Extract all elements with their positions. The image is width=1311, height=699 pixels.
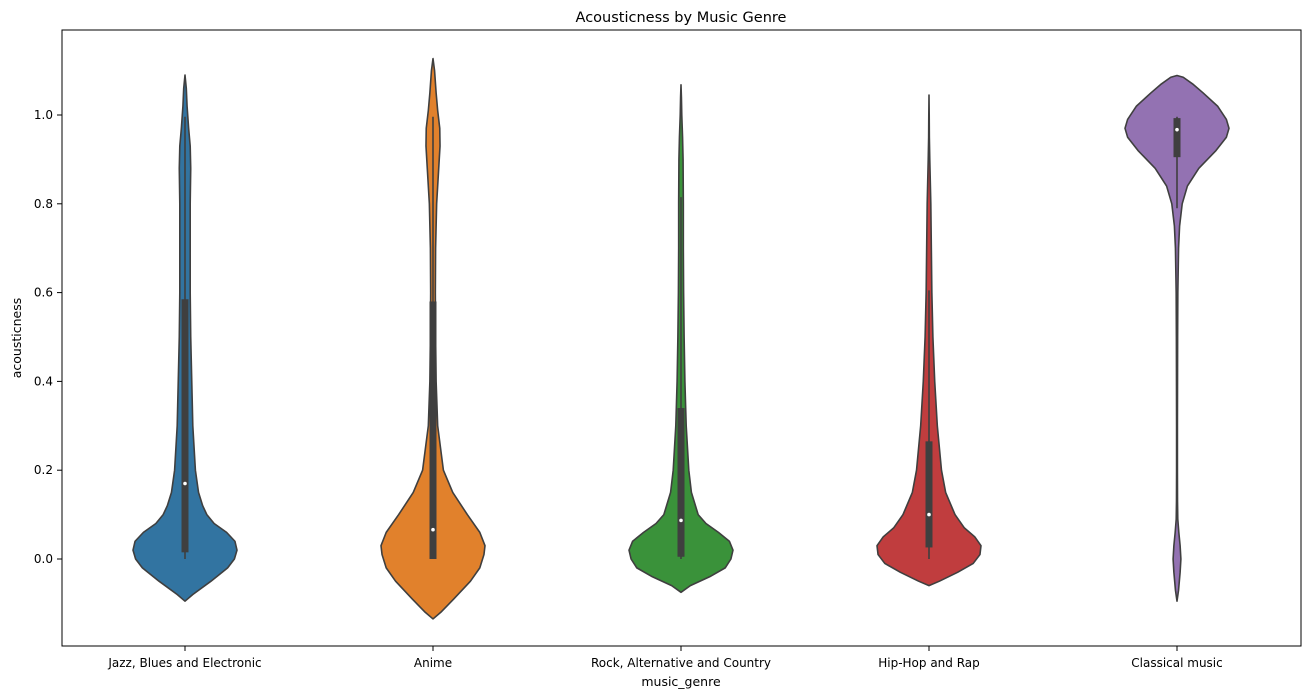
violin-median-dot	[1175, 127, 1179, 132]
y-tick-label: 0.8	[34, 197, 53, 211]
x-tick-label: Rock, Alternative and Country	[591, 656, 771, 670]
violin-5	[1124, 74, 1230, 602]
violin-iqr-box	[429, 301, 437, 559]
y-axis-label: acousticness	[9, 298, 24, 379]
x-tick-label: Classical music	[1131, 656, 1222, 670]
violin-body	[1124, 74, 1230, 602]
y-tick-label: 0.2	[34, 463, 53, 477]
y-tick-label: 1.0	[34, 108, 53, 122]
violin-2	[380, 57, 486, 620]
violin-iqr-box	[925, 441, 933, 548]
violin-median-dot	[183, 481, 187, 486]
violin-median-dot	[431, 527, 435, 532]
x-tick-label: Hip-Hop and Rap	[878, 656, 980, 670]
violin-iqr-box	[1173, 118, 1181, 158]
x-axis-label: music_genre	[641, 674, 721, 689]
violins-group	[132, 57, 1230, 620]
y-tick-label: 0.6	[34, 286, 53, 300]
violin-iqr-box	[181, 299, 189, 553]
violin-median-dot	[679, 518, 683, 523]
x-tick-label: Anime	[414, 656, 452, 670]
violin-iqr-box	[677, 408, 685, 557]
chart-title: Acousticness by Music Genre	[576, 10, 787, 26]
violin-1	[132, 74, 238, 602]
y-tick-label: 0.4	[34, 374, 53, 388]
violin-median-dot	[927, 512, 931, 517]
x-tick-label: Jazz, Blues and Electronic	[107, 656, 261, 670]
y-tick-label: 0.0	[34, 552, 53, 566]
violin-3	[628, 84, 734, 594]
x-axis: Jazz, Blues and Electronic Anime Rock, Alt…	[107, 646, 1223, 670]
violin-4	[876, 94, 982, 587]
y-axis: 0.0 0.2 0.4 0.6 0.8 1.0	[34, 108, 62, 566]
